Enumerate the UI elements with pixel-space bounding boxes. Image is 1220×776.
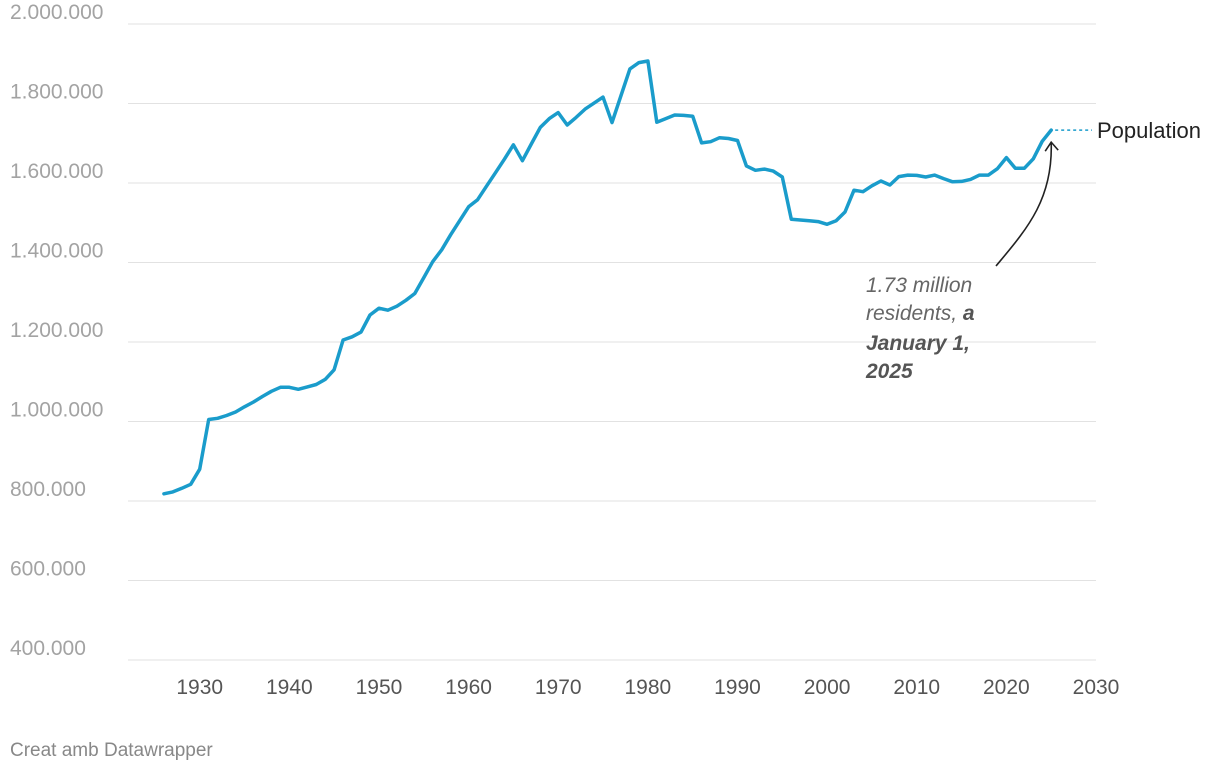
- x-tick-label: 1960: [445, 676, 492, 699]
- annotation-line-3: January 1,: [866, 332, 970, 355]
- annotation-line-1: 1.73 million: [866, 274, 972, 297]
- x-tick-label: 1930: [176, 676, 223, 699]
- y-tick-label: 1.200.000: [10, 319, 103, 342]
- x-tick-label: 2020: [983, 676, 1030, 699]
- y-tick-label: 600.000: [10, 558, 86, 581]
- y-tick-label: 1.800.000: [10, 81, 103, 104]
- x-tick-label: 2000: [804, 676, 851, 699]
- y-tick-label: 2.000.000: [10, 1, 103, 24]
- x-tick-label: 1990: [714, 676, 761, 699]
- x-tick-label: 1980: [624, 676, 671, 699]
- population-series-line: [162, 59, 1053, 496]
- y-tick-label: 1.400.000: [10, 240, 103, 263]
- annotation-arrow: [995, 142, 1052, 267]
- x-tick-label: 2030: [1073, 676, 1120, 699]
- y-tick-label: 800.000: [10, 478, 86, 501]
- x-axis-ticks: 1930 1940 1950 1960 1970 1980 1990 2000 2010 2020…: [176, 676, 1119, 699]
- x-tick-label: 1950: [356, 676, 403, 699]
- annotation-text: 1.73 million residents, a January 1, 202…: [865, 274, 980, 383]
- x-tick-label: 1940: [266, 676, 313, 699]
- annotation-line-4: 2025: [865, 360, 913, 383]
- y-axis-ticks: 2.000.000 1.800.000 1.600.000 1.400.000 1.20…: [10, 1, 103, 660]
- annotation-arrowhead: [1044, 140, 1059, 152]
- y-tick-label: 1.600.000: [10, 160, 103, 183]
- x-tick-label: 2010: [893, 676, 940, 699]
- gridlines: [128, 23, 1096, 661]
- y-tick-label: 1.000.000: [10, 399, 103, 422]
- population-line-chart: 2.000.000 1.800.000 1.600.000 1.400.000 1.20…: [10, 1, 1201, 699]
- chart-credit: Creat amb Datawrapper: [10, 740, 213, 761]
- series-end-label: Population: [1097, 118, 1201, 143]
- annotation-bold-a: a: [963, 302, 975, 325]
- x-tick-label: 1970: [535, 676, 582, 699]
- y-tick-label: 400.000: [10, 637, 86, 660]
- annotation-line-2: residents,: [866, 302, 963, 325]
